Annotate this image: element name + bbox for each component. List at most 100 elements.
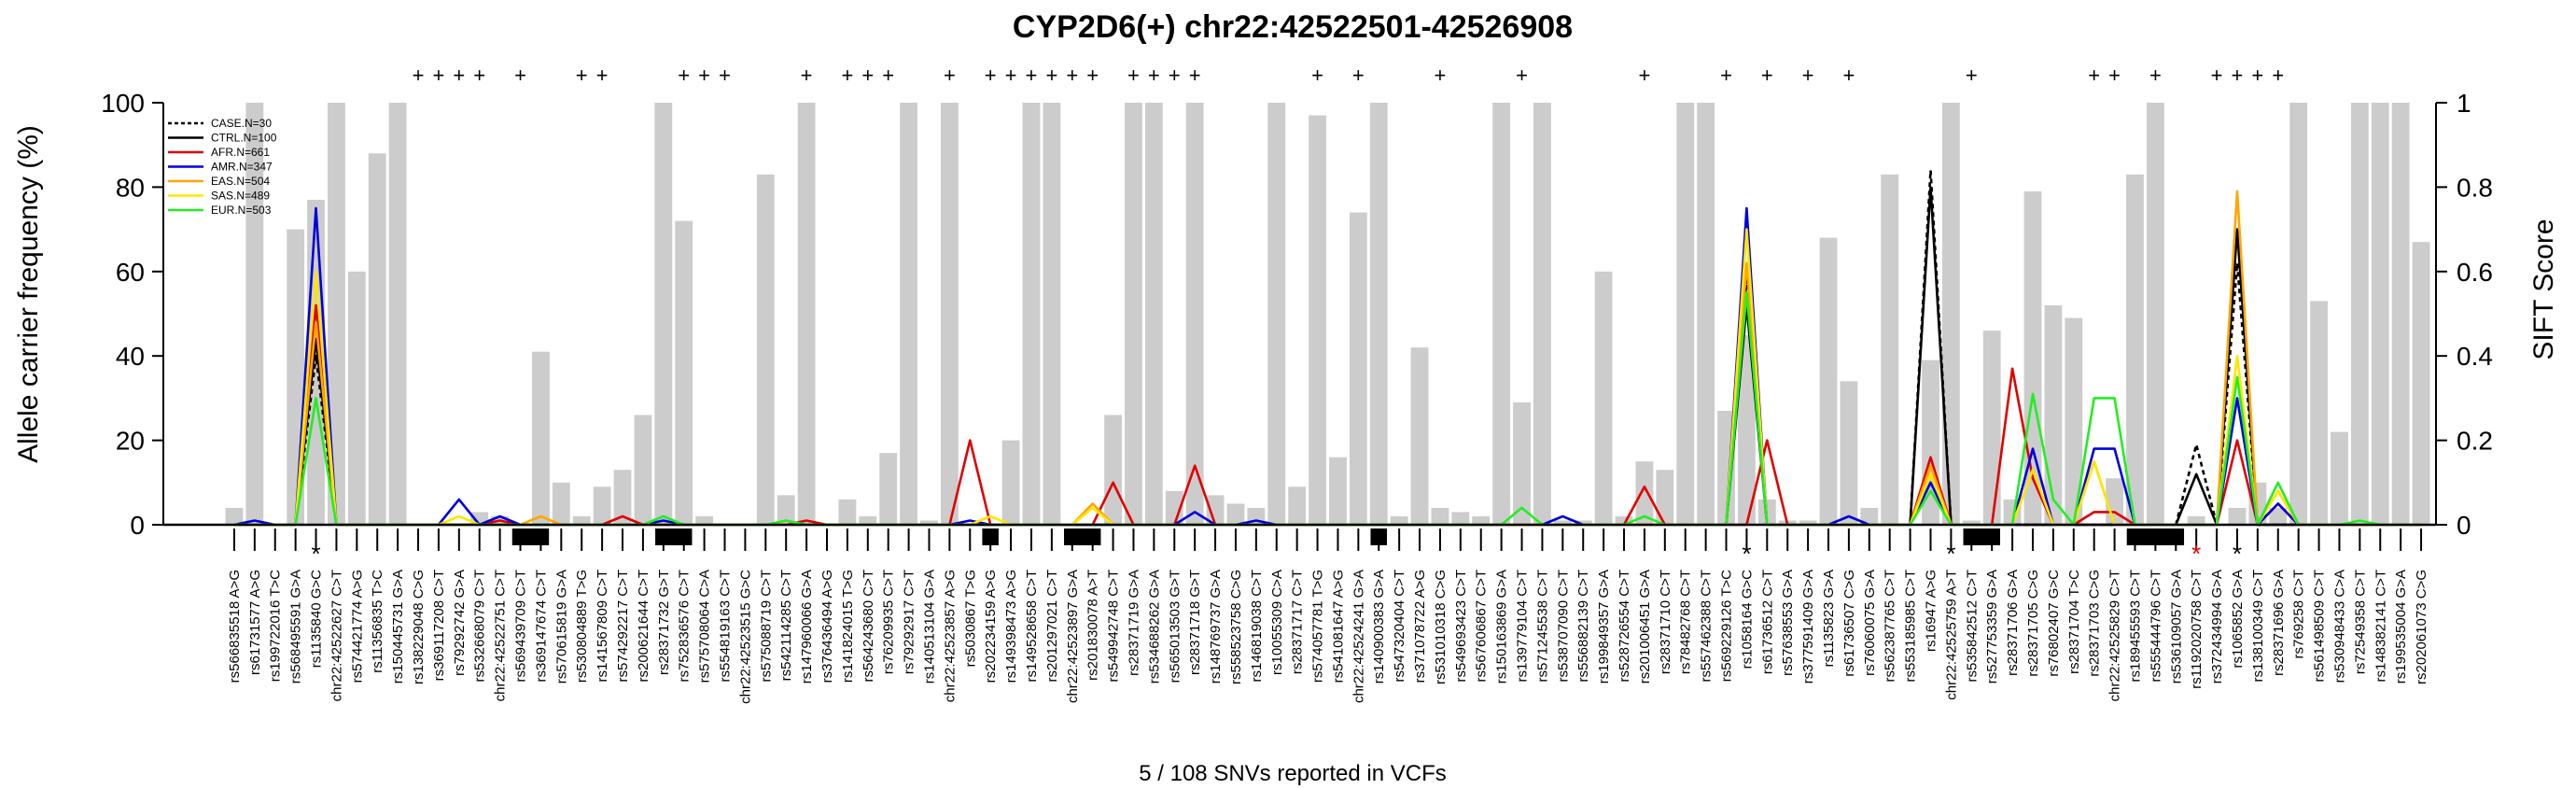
series-line bbox=[233, 206, 2422, 527]
sift-bar bbox=[1881, 174, 1899, 525]
sift-bar bbox=[695, 515, 714, 525]
plus-marker: + bbox=[1516, 63, 1528, 87]
sift-bar bbox=[1737, 334, 1756, 525]
plus-marker: + bbox=[2088, 63, 2100, 87]
sift-bar bbox=[1533, 103, 1551, 525]
sift-bar bbox=[1410, 347, 1429, 525]
plus-marker: + bbox=[1761, 63, 1773, 87]
snv-label: rs28371717 C>T bbox=[1290, 570, 1306, 674]
sift-bar bbox=[1840, 381, 1858, 525]
snv-label: rs377591409 G>A bbox=[1800, 570, 1816, 683]
sift-bar bbox=[1574, 520, 1592, 525]
sift-bar bbox=[756, 174, 775, 525]
sift-bar bbox=[1860, 507, 1879, 525]
snv-label: rs199535004 G>A bbox=[2393, 570, 2409, 683]
sift-bar bbox=[245, 103, 264, 525]
plus-marker: + bbox=[801, 63, 813, 87]
sift-bar bbox=[1144, 103, 1163, 525]
sift-bar bbox=[1329, 457, 1347, 525]
star-marker: * bbox=[1742, 540, 1751, 568]
snv-label: rs1135840 G>C bbox=[309, 570, 325, 668]
plus-marker: + bbox=[882, 63, 894, 87]
snv-label: rs538707090 C>T bbox=[1555, 570, 1571, 683]
frequency-lines bbox=[233, 169, 2422, 527]
plus-marker: + bbox=[678, 63, 690, 87]
snv-label: rs557462388 C>T bbox=[1699, 570, 1715, 683]
snv-label: rs541081647 A>G bbox=[1330, 570, 1346, 683]
y-tick-label: 80 bbox=[116, 173, 145, 202]
sift-bar bbox=[225, 507, 244, 525]
sift-bar bbox=[1819, 237, 1838, 525]
snv-label: rs150163869 G>A bbox=[1494, 570, 1510, 683]
sift-bar bbox=[593, 486, 611, 525]
sift-bar bbox=[1615, 515, 1633, 525]
plus-marker: + bbox=[1086, 63, 1099, 87]
sift-bar bbox=[2269, 507, 2288, 525]
sift-bar bbox=[1165, 490, 1183, 525]
sift-bar bbox=[1431, 507, 1449, 525]
sift-bar bbox=[347, 271, 366, 525]
plus-marker: + bbox=[473, 63, 485, 87]
sift-bar bbox=[613, 470, 632, 525]
snv-label: rs558523758 C>G bbox=[1228, 570, 1244, 684]
sift-bar bbox=[572, 515, 591, 525]
snv-label: rs57638553 G>A bbox=[1780, 570, 1796, 676]
star-marker: * bbox=[2191, 540, 2201, 568]
snv-label: rs564243680 C>T bbox=[861, 570, 876, 683]
snv-label: rs199722016 T>C bbox=[268, 570, 284, 682]
sift-bar bbox=[388, 103, 407, 525]
plus-marker: + bbox=[1842, 63, 1855, 87]
y-tick-label: 0 bbox=[130, 511, 145, 540]
sift-bar bbox=[2289, 103, 2308, 525]
snv-label: rs148382141 C>T bbox=[2373, 570, 2388, 683]
y-tick-label: 40 bbox=[116, 342, 145, 371]
snv-label: rs562387765 C>T bbox=[1883, 570, 1898, 683]
snv-label: chr22:42523857 A>G bbox=[942, 570, 958, 702]
sift-bar bbox=[940, 103, 959, 525]
snv-label: rs752836576 C>T bbox=[677, 570, 693, 683]
snv-label: rs574292217 C>T bbox=[615, 570, 631, 683]
snv-label: rs201006451 G>A bbox=[1637, 570, 1653, 683]
snv-label: rs528726554 C>T bbox=[1617, 570, 1632, 683]
snv-label: rs530948433 C>A bbox=[2332, 570, 2348, 683]
y2-tick-label: 0 bbox=[2457, 511, 2471, 540]
axes: 0 20 40 60 80 100 0 0.2 0.4 0.6 0.8 1 bbox=[101, 89, 2493, 540]
snv-label: rs574057781 T>G bbox=[1310, 570, 1326, 683]
y2-tick-label: 0.8 bbox=[2457, 173, 2493, 202]
star-marker: * bbox=[311, 540, 320, 568]
y2-tick-label: 0.4 bbox=[2457, 342, 2493, 371]
snv-label: rs61731577 A>G bbox=[247, 570, 263, 675]
legend-label: CASE.N=30 bbox=[211, 117, 272, 130]
series-line bbox=[233, 186, 2422, 527]
sift-bar bbox=[2146, 103, 2164, 525]
chart-title: CYP2D6(+) chr22:42522501-42526908 bbox=[1013, 9, 1573, 45]
snv-label: rs139779104 C>T bbox=[1515, 570, 1531, 683]
snv-label: chr22:42523897 G>A bbox=[1065, 570, 1081, 703]
plus-marker: + bbox=[1005, 63, 1017, 87]
snv-label: chr22:42522627 C>T bbox=[329, 570, 344, 701]
snv-label: rs149398473 A>G bbox=[1003, 570, 1019, 683]
plus-marker: + bbox=[2251, 63, 2263, 87]
sift-bar bbox=[2371, 103, 2389, 525]
snv-label: rs148769737 G>A bbox=[1208, 570, 1224, 683]
plus-marker: + bbox=[576, 63, 588, 87]
snv-label: rs28371719 G>A bbox=[1127, 570, 1142, 676]
sift-bar bbox=[1022, 103, 1041, 525]
snv-label: rs535842512 C>T bbox=[1964, 570, 1980, 683]
snv-label: rs200621644 C>T bbox=[636, 570, 651, 683]
sift-bar bbox=[1982, 331, 2001, 525]
plus-markers: + + + + + + + + + + + + + + + + + + + + + + + + + + + + + + + + + + + + + + + +… bbox=[413, 63, 2285, 87]
plus-marker: + bbox=[413, 63, 425, 87]
sift-bar bbox=[2391, 103, 2410, 525]
star-marker: * bbox=[1946, 540, 1955, 568]
snv-label: chr22:42523515 G>C bbox=[737, 570, 753, 704]
snv-label: rs10055309 C>A bbox=[1269, 570, 1285, 675]
snv-label: rs567606867 C>T bbox=[1474, 570, 1490, 683]
snv-label: rs555444796 C>T bbox=[2148, 570, 2163, 683]
snv-label: rs1135823 G>A bbox=[1821, 570, 1837, 667]
snv-label: rs189455593 C>T bbox=[2128, 570, 2144, 683]
y2-axis-label: SIFT Score bbox=[2528, 218, 2559, 359]
sift-bar bbox=[1799, 520, 1817, 525]
snv-label: rs566835518 A>G bbox=[227, 570, 243, 683]
snv-label: rs79292742 G>A bbox=[452, 570, 468, 676]
